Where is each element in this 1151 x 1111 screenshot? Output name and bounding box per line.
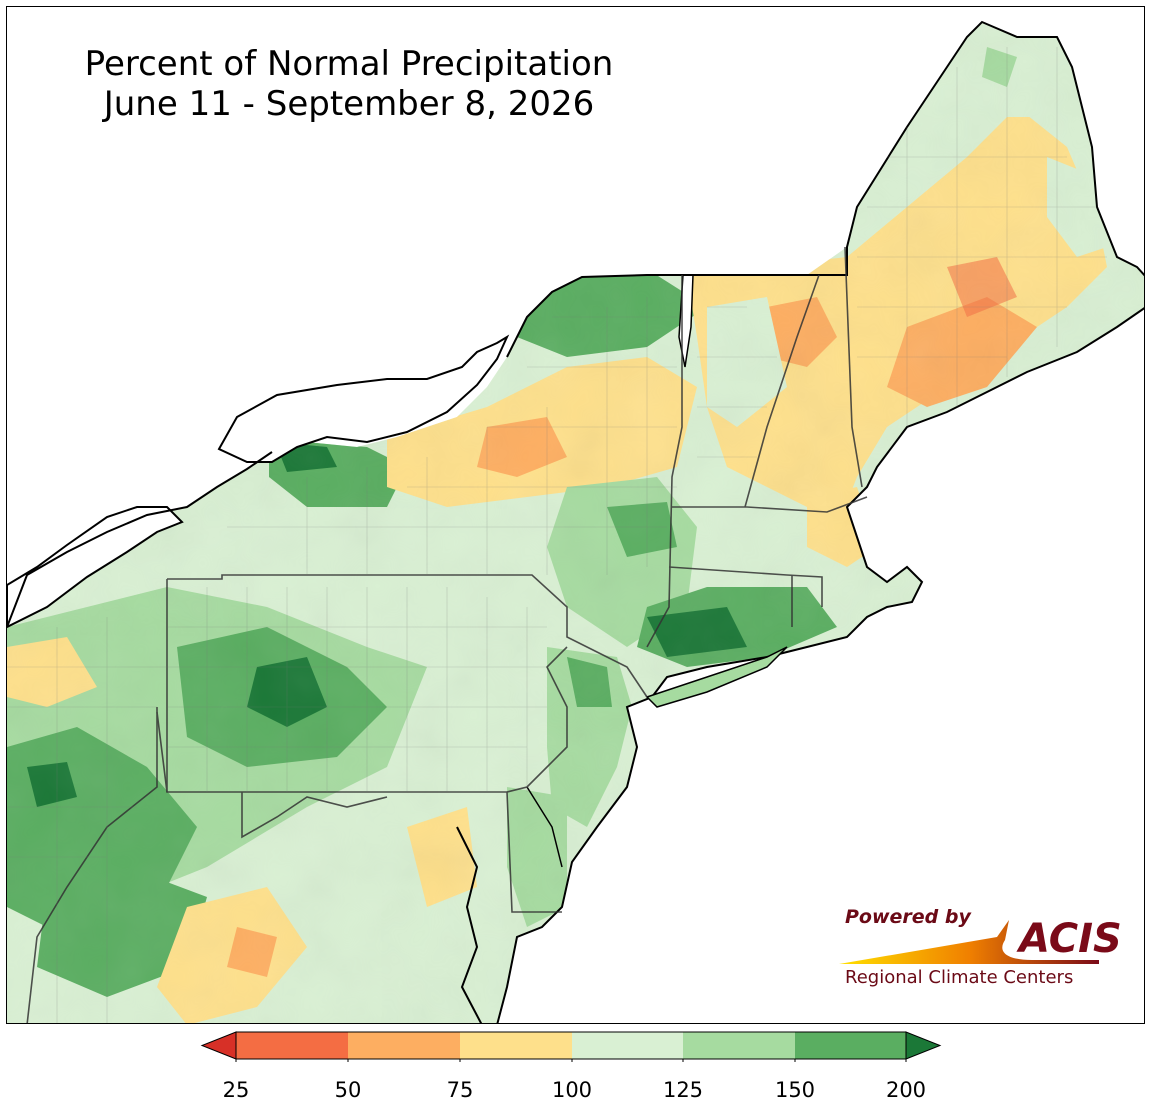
legend-bin xyxy=(460,1032,572,1059)
legend-bin-below xyxy=(200,1031,237,1060)
legend-bin xyxy=(348,1032,460,1059)
acis-credit-logo: Powered by ACIS Regional Climate Centers xyxy=(837,902,1127,997)
map-date-range: June 11 - September 8, 2026 xyxy=(103,84,595,124)
legend-tick-label: 200 xyxy=(885,1078,927,1102)
legend-tick-label: 150 xyxy=(774,1078,816,1102)
precipitation-map xyxy=(7,20,1144,1023)
map-frame: Percent of Normal Precipitation June 11 … xyxy=(6,6,1145,1024)
acis-logo-text: ACIS xyxy=(1019,916,1122,962)
legend-bin xyxy=(795,1032,906,1059)
legend-tick-label: 75 xyxy=(446,1078,474,1102)
legend-bin xyxy=(236,1032,348,1059)
acis-swoosh-icon xyxy=(839,920,1099,964)
legend-colorbar xyxy=(200,1031,942,1062)
legend-tick-label: 125 xyxy=(662,1078,704,1102)
legend-tick-label: 25 xyxy=(222,1078,250,1102)
powered-by-text: Powered by xyxy=(845,906,971,928)
legend-bin xyxy=(572,1032,683,1059)
map-title: Percent of Normal Precipitation xyxy=(84,44,614,84)
legend-tick-label: 100 xyxy=(551,1078,593,1102)
legend-tick-label: 50 xyxy=(334,1078,362,1102)
regional-climate-centers-text: Regional Climate Centers xyxy=(845,967,1074,988)
legend-bin xyxy=(683,1032,795,1059)
legend-bin-above xyxy=(905,1031,942,1060)
